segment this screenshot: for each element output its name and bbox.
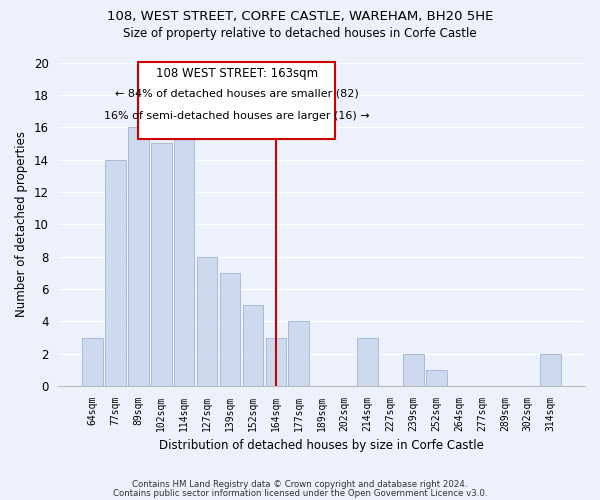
Bar [220,273,241,386]
Bar [82,338,103,386]
Text: ← 84% of detached houses are smaller (82): ← 84% of detached houses are smaller (82… [115,88,359,99]
Bar [105,160,126,386]
Bar [541,354,561,386]
Bar [128,127,149,386]
X-axis label: Distribution of detached houses by size in Corfe Castle: Distribution of detached houses by size … [159,440,484,452]
Bar [242,306,263,386]
Text: 108 WEST STREET: 163sqm: 108 WEST STREET: 163sqm [156,66,318,80]
Y-axis label: Number of detached properties: Number of detached properties [15,132,28,318]
Text: Contains public sector information licensed under the Open Government Licence v3: Contains public sector information licen… [113,489,487,498]
Text: 108, WEST STREET, CORFE CASTLE, WAREHAM, BH20 5HE: 108, WEST STREET, CORFE CASTLE, WAREHAM,… [107,10,493,23]
Bar [426,370,446,386]
FancyBboxPatch shape [139,62,335,138]
Bar [403,354,424,386]
Text: Size of property relative to detached houses in Corfe Castle: Size of property relative to detached ho… [123,28,477,40]
Bar [151,144,172,386]
Bar [174,127,194,386]
Bar [289,322,309,386]
Bar [197,256,217,386]
Text: 16% of semi-detached houses are larger (16) →: 16% of semi-detached houses are larger (… [104,111,370,121]
Text: Contains HM Land Registry data © Crown copyright and database right 2024.: Contains HM Land Registry data © Crown c… [132,480,468,489]
Bar [266,338,286,386]
Bar [357,338,378,386]
